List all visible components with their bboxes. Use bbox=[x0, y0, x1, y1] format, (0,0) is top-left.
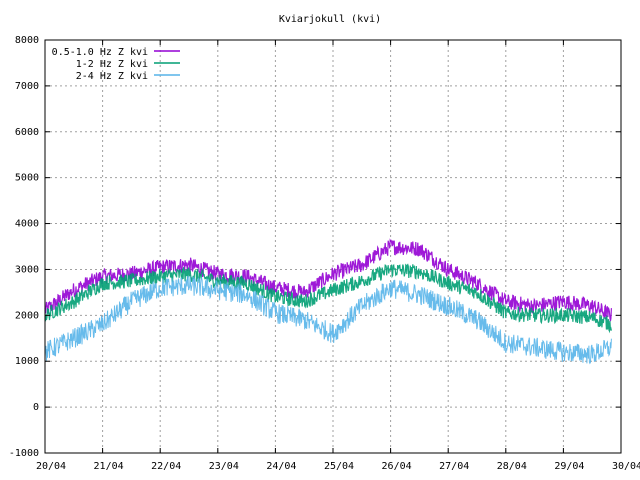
legend-label: 1-2 Hz Z kvi bbox=[76, 59, 148, 70]
y-tick-label: -1000 bbox=[9, 448, 39, 459]
series-trace bbox=[44, 263, 612, 334]
series-2 bbox=[44, 263, 612, 334]
y-tick-label: 1000 bbox=[15, 356, 39, 367]
y-tick-label: 3000 bbox=[15, 264, 39, 275]
y-tick-label: 2000 bbox=[15, 310, 39, 321]
axis-ticks: -1000 0 1000 2000 3000 4000 5000 6000 7000 8000 20… bbox=[9, 35, 640, 472]
y-tick-label: 4000 bbox=[15, 219, 39, 230]
x-tick-label: 21/04 bbox=[94, 461, 124, 472]
y-tick-label: 5000 bbox=[15, 173, 39, 184]
y-tick-label: 7000 bbox=[15, 81, 39, 92]
series-trace bbox=[44, 275, 612, 365]
series-trace bbox=[44, 238, 612, 322]
y-tick-label: 0 bbox=[33, 402, 39, 413]
x-tick-label: 29/04 bbox=[554, 461, 584, 472]
legend-label: 0.5-1.0 Hz Z kvi bbox=[52, 47, 148, 58]
x-tick-label: 28/04 bbox=[497, 461, 527, 472]
x-tick-label: 27/04 bbox=[439, 461, 469, 472]
x-tick-label: 23/04 bbox=[209, 461, 239, 472]
x-tick-label: 26/04 bbox=[382, 461, 412, 472]
grid-lines bbox=[45, 40, 621, 453]
y-tick-label: 8000 bbox=[15, 35, 39, 46]
x-tick-label: 30/04 bbox=[612, 461, 640, 472]
x-tick-label: 22/04 bbox=[151, 461, 181, 472]
series-3 bbox=[44, 275, 612, 365]
x-tick-label: 24/04 bbox=[266, 461, 296, 472]
x-tick-label: 25/04 bbox=[324, 461, 354, 472]
y-tick-label: 6000 bbox=[15, 127, 39, 138]
chart-title: Kviarjokull (kvi) bbox=[279, 14, 381, 25]
data-series bbox=[44, 238, 612, 365]
series-1 bbox=[44, 238, 612, 322]
x-tick-label: 20/04 bbox=[36, 461, 66, 472]
legend-label: 2-4 Hz Z kvi bbox=[76, 71, 148, 82]
